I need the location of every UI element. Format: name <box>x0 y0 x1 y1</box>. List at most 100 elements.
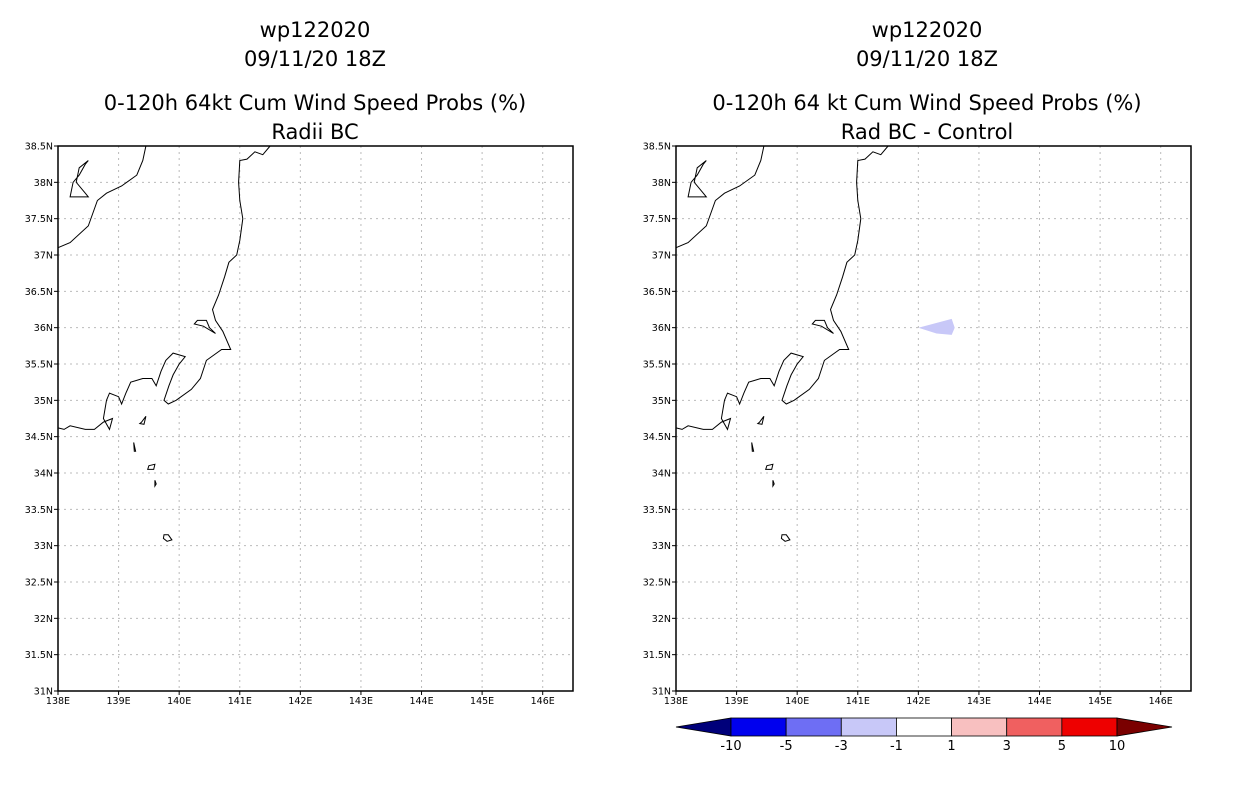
lat-label: 38.5N <box>643 142 671 153</box>
colorbar-segment <box>896 717 952 737</box>
lat-label: 32.5N <box>25 578 53 589</box>
colorbar-segment <box>730 717 787 737</box>
lon-label: 140E <box>167 696 191 707</box>
lat-label: 38N <box>34 178 53 189</box>
colorbar-segment <box>785 717 842 737</box>
lat-label: 36.5N <box>25 287 53 298</box>
lon-label: 145E <box>1088 696 1112 707</box>
colorbar-label: -10 <box>720 739 741 754</box>
island-outline <box>751 442 755 452</box>
right-subtitle: Rad BC - Control <box>840 120 1014 144</box>
lon-label: 138E <box>664 696 688 707</box>
colorbar-label: -1 <box>890 739 903 754</box>
island-outline <box>687 160 708 198</box>
colorbar-segment <box>1061 717 1118 737</box>
lon-label: 146E <box>531 696 555 707</box>
lat-label: 37.5N <box>25 214 53 225</box>
lat-label: 33.5N <box>25 505 53 516</box>
lat-label: 33N <box>34 541 53 552</box>
left-map-panel: 38.5N 38N 37.5N 37N 36.5N 36N 35.5N 35N 34.5N 34N… <box>25 142 574 707</box>
colorbar-segment <box>840 717 897 737</box>
lat-label: 31.5N <box>643 650 671 661</box>
lat-label: 31N <box>34 687 53 698</box>
map-frame <box>675 145 1192 692</box>
lat-label: 31N <box>652 687 671 698</box>
colorbar-label: 5 <box>1058 739 1066 754</box>
coastline-honshu <box>57 145 271 431</box>
lat-label: 33.5N <box>643 505 671 516</box>
colorbar-low-arrow <box>675 717 732 737</box>
left-subtitle: Radii BC <box>271 120 359 144</box>
lon-label: 145E <box>470 696 494 707</box>
lon-label: 146E <box>1149 696 1173 707</box>
lon-label: 141E <box>846 696 870 707</box>
colorbar-label: 10 <box>1109 739 1126 754</box>
right-product: 0-120h 64 kt Cum Wind Speed Probs (%) <box>712 91 1142 115</box>
right-map-panel: 38.5N 38N 37.5N 37N 36.5N 36N 35.5N 35N 34.5N 34N… <box>643 142 1192 707</box>
colorbar-segment <box>951 717 1008 737</box>
island-outline <box>69 160 90 198</box>
coastline-west <box>675 145 765 249</box>
lon-label: 143E <box>967 696 991 707</box>
left-product: 0-120h 64kt Cum Wind Speed Probs (%) <box>103 91 527 115</box>
lat-label: 36.5N <box>643 287 671 298</box>
lon-label: 140E <box>785 696 809 707</box>
lon-label: 139E <box>107 696 131 707</box>
lon-label: 142E <box>906 696 930 707</box>
colorbar-label: -5 <box>780 739 793 754</box>
lon-label: 141E <box>228 696 252 707</box>
coastline-honshu <box>675 145 889 431</box>
colorbar-label: 1 <box>947 739 955 754</box>
lat-label: 32N <box>652 614 671 625</box>
colorbar-high-arrow <box>1116 717 1173 737</box>
lon-label: 143E <box>349 696 373 707</box>
lon-label: 142E <box>288 696 312 707</box>
right-storm-id: wp122020 <box>871 18 983 42</box>
coastline-west <box>57 145 147 249</box>
lat-label: 32.5N <box>643 578 671 589</box>
lat-label: 38N <box>652 178 671 189</box>
island-outline <box>138 416 147 425</box>
colorbar-label: 3 <box>1003 739 1011 754</box>
lat-label: 36N <box>652 323 671 334</box>
island-outline <box>811 319 834 334</box>
lon-label: 144E <box>1027 696 1051 707</box>
right-datetime: 09/11/20 18Z <box>855 47 999 71</box>
lat-label: 36N <box>34 323 53 334</box>
right-panel-title: wp122020 09/11/20 18Z 0-120h 64 kt Cum W… <box>647 16 1207 147</box>
lat-label: 31.5N <box>25 650 53 661</box>
island-outline <box>772 480 775 488</box>
island-outline <box>133 442 137 452</box>
lat-label: 35N <box>652 396 671 407</box>
lat-label: 38.5N <box>25 142 53 153</box>
lat-label: 34N <box>652 469 671 480</box>
left-panel-title: wp122020 09/11/20 18Z 0-120h 64kt Cum Wi… <box>35 16 595 147</box>
lat-label: 34N <box>34 469 53 480</box>
lon-label: 144E <box>409 696 433 707</box>
colorbar: -10 -5 -3 -1 1 3 5 10 <box>675 717 1173 754</box>
island-outline <box>162 534 173 542</box>
island-outline <box>780 534 791 542</box>
lat-label: 35.5N <box>643 360 671 371</box>
island-outline <box>193 319 216 334</box>
lat-label: 33N <box>652 541 671 552</box>
lat-label: 34.5N <box>25 432 53 443</box>
lat-label: 35.5N <box>25 360 53 371</box>
lat-label: 37N <box>652 251 671 262</box>
island-outline <box>756 416 765 425</box>
colorbar-label: -3 <box>835 739 848 754</box>
lat-label: 34.5N <box>643 432 671 443</box>
map-frame <box>57 145 574 692</box>
lon-label: 138E <box>46 696 70 707</box>
lon-label: 139E <box>725 696 749 707</box>
probability-difference-area <box>918 318 955 335</box>
island-outline <box>147 463 156 470</box>
left-storm-id: wp122020 <box>259 18 371 42</box>
island-outline <box>765 463 774 470</box>
colorbar-segment <box>1006 717 1063 737</box>
lat-label: 35N <box>34 396 53 407</box>
island-outline <box>154 480 157 488</box>
lat-label: 37N <box>34 251 53 262</box>
lat-label: 37.5N <box>643 214 671 225</box>
